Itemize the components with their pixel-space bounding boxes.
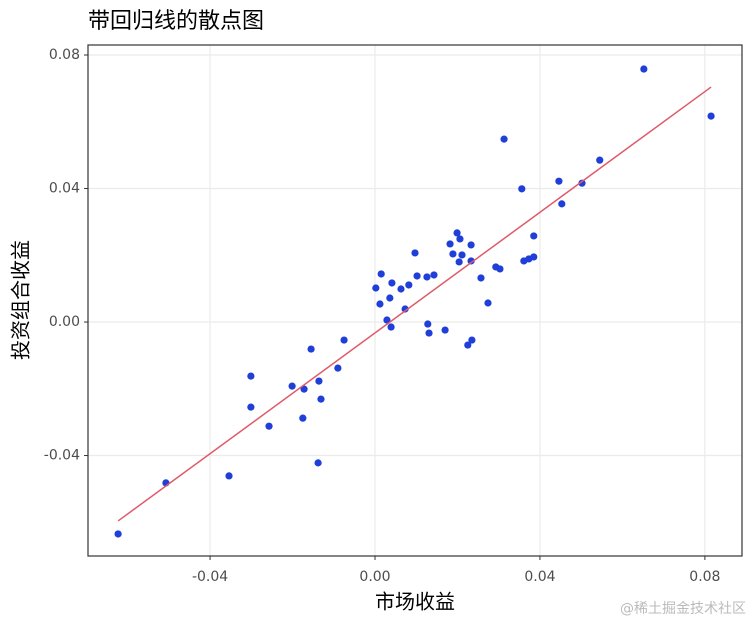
point	[300, 385, 308, 393]
point	[640, 65, 648, 73]
point	[558, 200, 566, 208]
point	[225, 472, 233, 480]
point	[307, 345, 315, 353]
point	[340, 336, 348, 344]
point	[114, 530, 122, 538]
point	[484, 299, 492, 307]
point	[453, 229, 461, 237]
y-tick-label: -0.04	[44, 448, 80, 464]
watermark: @稀土掘金技术社区	[620, 601, 746, 617]
point	[299, 414, 307, 422]
point	[707, 112, 715, 120]
point	[449, 250, 457, 258]
point	[377, 270, 385, 278]
point	[464, 341, 472, 349]
point	[265, 422, 273, 430]
point	[518, 185, 526, 193]
point	[388, 279, 396, 287]
point	[372, 284, 380, 292]
point	[455, 258, 463, 266]
point	[376, 300, 384, 308]
x-tick-label: 0.00	[359, 569, 390, 585]
y-tick-label: 0.08	[49, 47, 80, 63]
point	[441, 326, 449, 334]
point	[530, 253, 538, 261]
point	[314, 459, 322, 467]
point	[467, 257, 475, 265]
point	[397, 285, 405, 293]
point	[596, 156, 604, 164]
point	[247, 372, 255, 380]
x-tick-label: 0.04	[524, 569, 555, 585]
point	[530, 232, 538, 240]
regression-line	[117, 86, 712, 522]
point	[334, 364, 342, 372]
point	[430, 271, 438, 279]
point	[467, 241, 475, 249]
x-axis-label: 市场收益	[375, 590, 455, 614]
point	[288, 382, 296, 390]
plot-border	[87, 44, 743, 557]
point	[456, 235, 464, 243]
point	[446, 240, 454, 248]
y-tick-label: 0.00	[49, 314, 80, 330]
point	[405, 281, 413, 289]
x-tick-label: 0.08	[689, 569, 720, 585]
point	[555, 177, 563, 185]
point	[578, 179, 586, 187]
point	[247, 403, 255, 411]
point	[317, 395, 325, 403]
point	[386, 294, 394, 302]
point	[496, 265, 504, 273]
x-tick-label: -0.04	[192, 569, 228, 585]
point	[411, 249, 419, 257]
chart-title: 带回归线的散点图	[88, 9, 264, 34]
point	[424, 320, 432, 328]
point	[423, 273, 431, 281]
point	[500, 135, 508, 143]
point	[401, 305, 409, 313]
point	[477, 274, 485, 282]
point	[425, 329, 433, 337]
y-tick-label: 0.04	[49, 181, 80, 197]
point	[458, 251, 466, 259]
point	[387, 323, 395, 331]
point	[468, 336, 476, 344]
point	[383, 316, 391, 324]
y-axis-label: 投资组合收益	[9, 240, 33, 360]
point	[413, 272, 421, 280]
point	[315, 377, 323, 385]
